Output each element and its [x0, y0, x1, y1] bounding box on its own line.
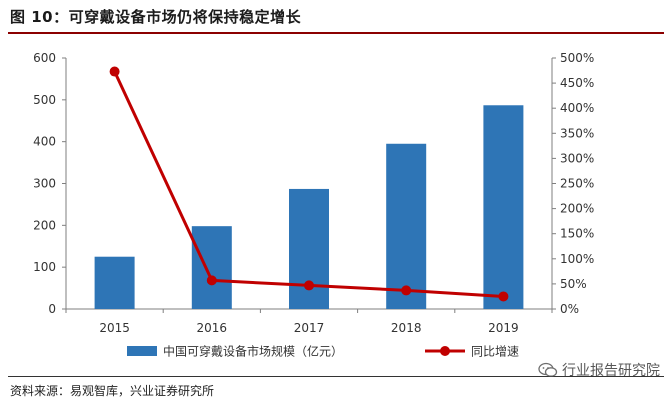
figure-title: 图 10：可穿戴设备市场仍将保持稳定增长 [10, 8, 302, 26]
growth-point-2015 [109, 66, 120, 77]
wechat-icon [538, 362, 558, 377]
legend-line-label: 同比增速 [471, 345, 519, 359]
y-right-tick-label: 100% [560, 252, 594, 266]
growth-point-2018 [401, 285, 412, 296]
source-note: 资料来源：易观智库，兴业证券研究所 [10, 384, 215, 398]
bar-2019 [483, 105, 524, 309]
y-right-tick-label: 200% [560, 202, 594, 216]
legend-bar-swatch [127, 346, 157, 356]
x-tick-label: 2016 [197, 321, 228, 335]
bar-2016 [191, 226, 232, 309]
x-tick-label: 2019 [488, 321, 519, 335]
growth-point-2017 [304, 280, 314, 291]
x-tick-label: 2017 [294, 321, 325, 335]
y-right-tick-label: 150% [560, 227, 594, 241]
footer-rule [8, 376, 664, 377]
y-right-tick-label: 50% [560, 277, 587, 291]
y-left-tick-label: 100 [33, 260, 56, 274]
legend-line-marker [440, 346, 450, 356]
y-right-tick-label: 350% [560, 126, 594, 140]
bar-2015 [94, 256, 135, 309]
bar-2018 [386, 143, 427, 309]
bar-2017 [289, 188, 329, 309]
y-left-tick-label: 500 [33, 93, 56, 107]
y-left-tick-label: 300 [33, 177, 56, 191]
x-tick-label: 2018 [391, 321, 422, 335]
growth-point-2019 [498, 291, 509, 302]
x-tick-label: 2015 [99, 321, 130, 335]
y-right-tick-label: 450% [560, 76, 594, 90]
legend-bar-label: 中国可穿戴设备市场规模（亿元） [163, 344, 343, 359]
y-right-tick-label: 0% [560, 302, 579, 316]
chart: 0 100 200 300 400 500 600 0% 50% 100% 150% 200% 250%… [33, 51, 594, 359]
growth-point-2016 [206, 275, 217, 286]
y-left-tick-label: 0 [48, 302, 56, 316]
y-left-tick-label: 200 [33, 218, 56, 232]
title-rule [8, 32, 664, 34]
y-right-tick-label: 300% [560, 151, 594, 165]
y-left-tick-label: 400 [33, 135, 56, 149]
y-right-tick-label: 500% [560, 51, 594, 65]
y-right-tick-label: 250% [560, 177, 594, 191]
y-left-tick-label: 600 [33, 51, 56, 65]
watermark: 行业报告研究院 [538, 360, 660, 380]
watermark-text: 行业报告研究院 [562, 363, 660, 379]
y-right-tick-label: 400% [560, 101, 594, 115]
